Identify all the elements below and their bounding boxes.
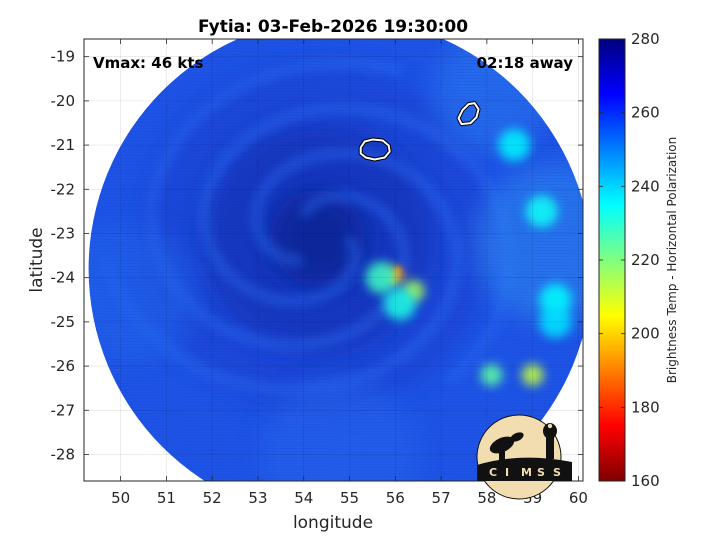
swath-texture [88,39,583,481]
colorbar-tick-label: 200 [631,325,660,343]
logo-letter: C [489,466,497,479]
x-axis-ticks: 50 51 52 53 54 55 56 57 58 59 60 [111,39,588,507]
y-tick-label: -20 [51,92,76,110]
swath-image [88,39,583,481]
y-tick-label: -22 [51,180,76,198]
colorbar-tick-label: 180 [631,398,660,416]
convection-cell [539,305,572,338]
colorbar-label: Brightness Temp - Horizontal Polarizatio… [665,137,679,384]
logo-tower-icon [543,423,557,459]
y-tick-label: -27 [51,401,76,419]
x-tick-label: 53 [248,489,267,507]
convection-cell [521,363,544,386]
colorbar-tick-label: 220 [631,251,660,269]
colorbar-tick-label: 280 [631,30,660,48]
colorbar-ticks: 160 180 200 220 240 260 280 [599,30,660,490]
logo-letter: S [553,466,561,479]
grid [84,39,583,481]
x-tick-label: 52 [203,489,222,507]
y-tick-label: -21 [51,136,76,154]
time-away-annotation: 02:18 away [477,54,574,72]
convection-cell [539,283,572,316]
vmax-annotation: Vmax: 46 kts [93,54,203,72]
colorbar-gradient [598,38,626,482]
land-outlines [358,101,481,162]
colorbar-tick-label: 160 [631,472,660,490]
logo-letter: M [521,466,532,479]
y-tick-label: -24 [51,269,76,287]
x-tick-label: 50 [111,489,130,507]
y-tick-label: -25 [51,313,76,331]
colorbar-tick-label: 240 [631,177,660,195]
x-tick-label: 55 [340,489,359,507]
logo-hill [477,457,572,481]
island-outline [457,102,480,126]
x-tick-label: 56 [386,489,405,507]
x-tick-label: 57 [432,489,451,507]
axes-frame [83,38,584,482]
y-axis-label: latitude [27,227,47,292]
y-tick-label: -23 [51,224,76,242]
x-tick-label: 51 [157,489,176,507]
colorbar: 160 180 200 220 240 260 280 Brightness Temp - … [598,30,679,490]
convection-cell [498,129,531,162]
island-outline [359,138,391,161]
chart-title: Fytia: 03-Feb-2026 19:30:00 [198,17,468,37]
convection-cell [365,261,398,294]
logo-dish-icon [489,432,524,460]
colorbar-tick-label: 260 [631,104,660,122]
convection-cell [525,195,558,228]
y-axis-ticks: -19 -20 -21 -22 -23 -24 -25 -26 -27 -28 [51,48,583,463]
y-tick-label: -26 [51,357,76,375]
logo-letter: S [537,466,545,479]
logo-letter: I [505,466,509,479]
x-axis-label: longitude [293,513,373,533]
x-tick-label: 58 [477,489,496,507]
x-tick-label: 54 [294,489,313,507]
convection-cell [383,288,416,321]
y-tick-label: -19 [51,48,76,66]
y-tick-label: -28 [51,445,76,463]
convection-cell [480,363,503,386]
x-tick-label: 60 [569,489,588,507]
swath-features [365,129,572,386]
